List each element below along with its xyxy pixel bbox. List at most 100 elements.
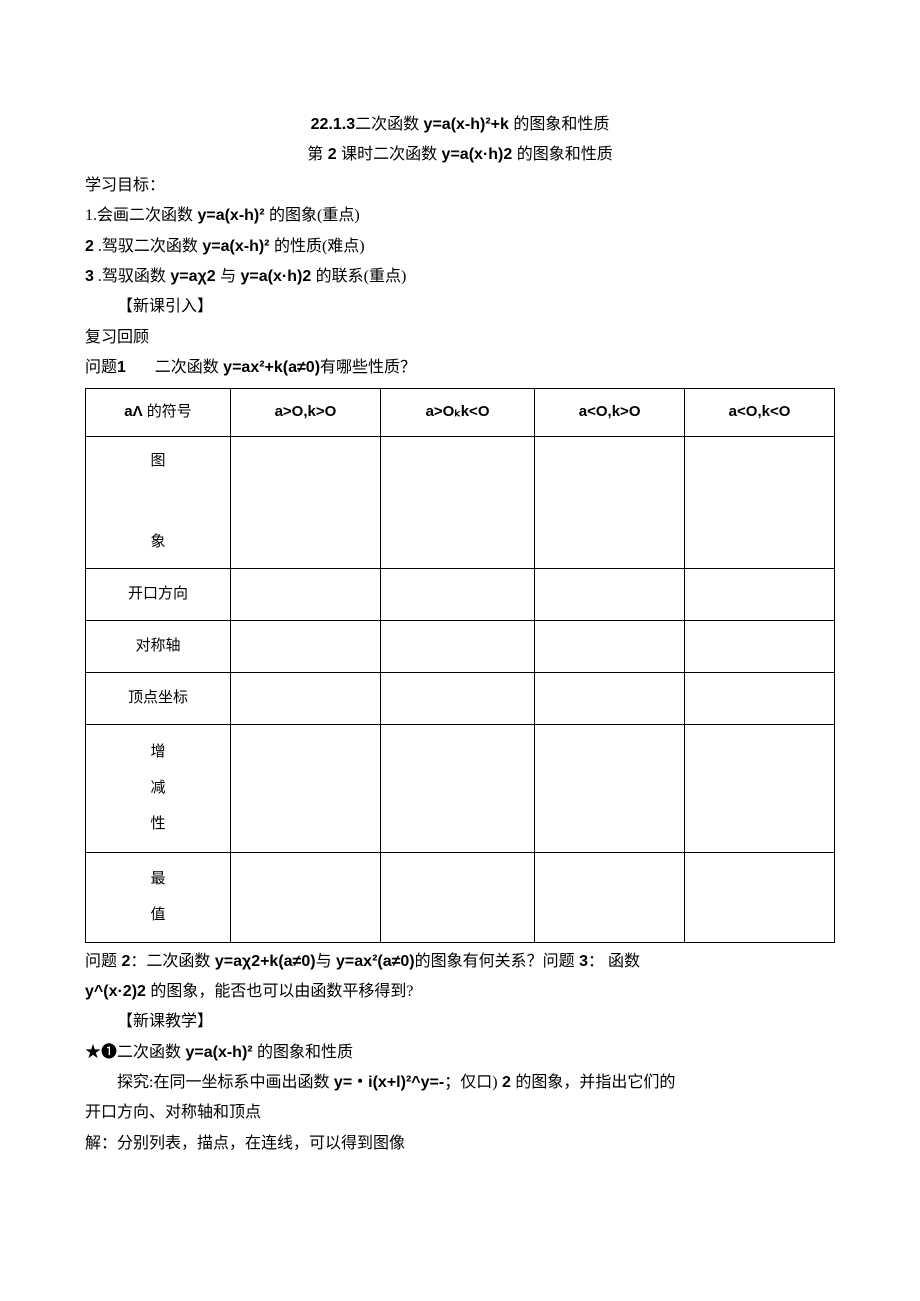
q2-formula-b: y=ax²(a≠0) [332,953,415,970]
obj2-sep: . [94,238,102,255]
cell-4-3 [535,724,685,852]
th1-a: a>O,k>O [275,403,337,420]
title-text-b: 的图象和性质 [513,116,609,133]
q1-label: 问题 [85,359,117,376]
subtitle-num: 2 [323,146,341,163]
cell-2-1 [231,620,381,672]
properties-table: aΛ 的符号 a>O,k>O a>Oₖk<O a<O,k>O a<O,k<O 图… [85,388,835,943]
th2-a: a>Oₖk<O [426,403,490,420]
q1-text-a: 二次函数 [155,359,219,376]
th4-a: a<O,k<O [729,403,791,420]
solution-line: 解：分别列表，描点，在连线，可以得到图像 [85,1129,835,1159]
cell-4-1 [231,724,381,852]
row-label-4: 增 减 性 [86,724,231,852]
star-text-a: 二次函数 [117,1044,181,1061]
table-header-4: a<O,k<O [685,388,835,436]
obj3-sep: . [94,268,102,285]
cell-4-2 [380,724,534,852]
explore-text-b: ；仅口) [444,1074,497,1091]
q1-rest: 二次函数 y=ax²+k(a≠0)有哪些性质？ [155,353,416,383]
star-symbol: ★❶ [85,1044,117,1061]
explore-text-a: 在同一坐标系中画出函数 [153,1074,329,1091]
cell-5-2 [380,852,534,942]
explore-text-c: 的图象，并指出它们的 [515,1074,675,1091]
star-heading: ★❶二次函数 y=a(x-h)² 的图象和性质 [85,1038,835,1068]
table-header-0: aΛ 的符号 [86,388,231,436]
cell-4-4 [685,724,835,852]
table-row-axis: 对称轴 [86,620,835,672]
obj3-text-b: 与 [220,268,236,285]
q2-text-d: 函数 [608,953,640,970]
title-section-num: 22.1.3 [311,116,355,133]
th3-a: a<O,k>O [579,403,641,420]
q2-num2: 3 [575,953,588,970]
question-2-3: 问题 2：二次函数 y=aχ2+k(a≠0)与 y=ax²(a≠0)的图象有何关… [85,947,835,977]
explore-label: 探究: [117,1074,153,1091]
q3l2-formula: y^(x·2)2 [85,983,150,1000]
obj3-num: 3 [85,268,94,285]
question-3-line2: y^(x·2)2 的图象，能否也可以由函数平移得到? [85,977,835,1007]
obj2-num: 2 [85,238,94,255]
table-row-direction: 开口方向 [86,568,835,620]
cell-3-1 [231,672,381,724]
cell-1-3 [535,568,685,620]
obj1-text-b: 的图象(重点) [269,207,360,224]
objectives-header: 学习目标： [85,171,835,201]
cell-2-4 [685,620,835,672]
q2-num: 2 [117,953,130,970]
cell-0-3 [535,436,685,568]
q2-text-c: 的图象有何关系？问题 [415,953,575,970]
objective-1: 1.会画二次函数 y=a(x-h)² 的图象(重点) [85,201,835,231]
table-row-monotone: 增 减 性 [86,724,835,852]
obj3-formula-b: y=a(x·h)2 [236,268,316,285]
table-row-extreme: 最 值 [86,852,835,942]
cell-0-4 [685,436,835,568]
cell-3-4 [685,672,835,724]
cell-0-1 [231,436,381,568]
subtitle-text-b: 的图象和性质 [517,146,613,163]
obj2-text-a: 驾驭二次函数 [102,238,198,255]
q3l2-text: 的图象，能否也可以由函数平移得到? [150,983,413,1000]
th0-a: aΛ [124,403,147,420]
row-label-0: 图 象 [86,436,231,568]
obj2-formula: y=a(x-h)² [198,238,274,255]
cell-1-1 [231,568,381,620]
row-label-2: 对称轴 [86,620,231,672]
title-text-a: 二次函数 [355,116,419,133]
q1-text-b: 有哪些性质？ [320,359,416,376]
row-label-1: 开口方向 [86,568,231,620]
cell-5-1 [231,852,381,942]
table-row-image: 图 象 [86,436,835,568]
table-row-vertex: 顶点坐标 [86,672,835,724]
obj3-text-c: 的联系(重点) [316,268,407,285]
table-header-2: a>Oₖk<O [380,388,534,436]
q2-text-a: 二次函数 [146,953,210,970]
question-1: 问题1 二次函数 y=ax²+k(a≠0)有哪些性质？ [85,353,835,383]
q1-formula: y=ax²+k(a≠0) [219,359,320,376]
q1-num: 1 [117,359,126,376]
q2-colon2: ： [588,953,608,970]
cell-2-3 [535,620,685,672]
cell-3-2 [380,672,534,724]
star-formula: y=a(x-h)² [181,1044,257,1061]
th0-rest: 的符号 [147,404,192,420]
cell-5-3 [535,852,685,942]
table-header-1: a>O,k>O [231,388,381,436]
table-header-row: aΛ 的符号 a>O,k>O a>Oₖk<O a<O,k>O a<O,k<O [86,388,835,436]
review-header: 复习回顾 [85,323,835,353]
cell-5-4 [685,852,835,942]
row-label-5: 最 值 [86,852,231,942]
star-text-b: 的图象和性质 [257,1044,353,1061]
q1-label-wrap: 问题1 [85,353,126,383]
cell-3-3 [535,672,685,724]
obj1-num: 1. [85,207,97,224]
subtitle-prefix: 第 [307,146,323,163]
new-lesson-teach: 【新课教学】 [85,1007,835,1037]
explore-num: 2 [498,1074,516,1091]
obj3-text-a: 驾驭函数 [102,268,166,285]
q2-formula-a: y=aχ2+k(a≠0) [210,953,315,970]
subtitle-formula: y=a(x·h)2 [437,146,517,163]
q2-colon: ： [130,953,146,970]
subtitle-text-a: 课时二次函数 [341,146,437,163]
document-subtitle: 第 2 课时二次函数 y=a(x·h)2 的图象和性质 [85,140,835,170]
